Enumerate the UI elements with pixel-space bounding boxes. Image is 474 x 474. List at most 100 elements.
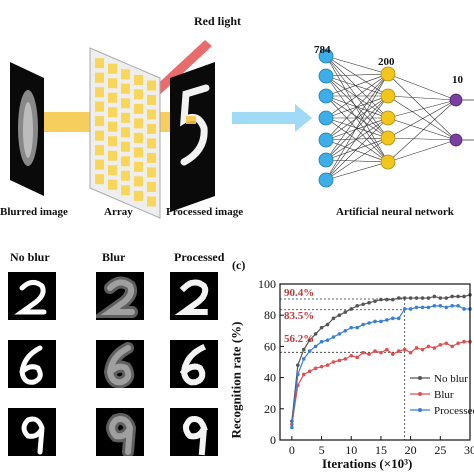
- array-cell: [108, 136, 117, 147]
- series-point-1: [319, 364, 324, 369]
- digit-stroke-svg: [103, 342, 135, 388]
- series-point-2: [337, 332, 342, 336]
- processed-image-panel: [170, 62, 215, 212]
- array-cell: [134, 89, 143, 100]
- array-cell: [108, 78, 117, 89]
- series-point-2: [426, 305, 431, 310]
- array-cell: [134, 161, 143, 172]
- series-point-0: [396, 296, 401, 300]
- ann-edge: [325, 73, 389, 97]
- array-cell: [108, 165, 117, 176]
- ann-input-node: [318, 68, 334, 84]
- digit-processed-9: [170, 408, 218, 456]
- series-point-1: [325, 363, 330, 367]
- series-point-1: [349, 353, 354, 358]
- series-point-2: [385, 318, 389, 322]
- ann-hidden-node: [380, 88, 396, 104]
- array-cells: [95, 58, 156, 207]
- series-point-0: [414, 296, 419, 300]
- series-point-1: [385, 347, 389, 352]
- series-point-1: [444, 341, 449, 346]
- array-cell: [108, 92, 117, 103]
- series-point-1: [343, 357, 348, 361]
- ann-edge: [325, 75, 389, 97]
- digit-stroke-svg: [19, 345, 43, 385]
- x-tick-label: 25: [434, 443, 446, 457]
- digit-no-blur-2: [8, 272, 56, 320]
- layer-size-input: 784: [314, 44, 331, 56]
- series-point-2: [456, 304, 460, 308]
- ann-edge: [387, 99, 457, 163]
- x-tick-label: 15: [375, 443, 387, 457]
- ann-input-node: [318, 172, 334, 188]
- ann-edge: [387, 99, 457, 119]
- ann-output-node: [449, 133, 463, 147]
- ann-edge: [325, 55, 389, 163]
- array-cell: [147, 123, 156, 134]
- ann-label: Artificial neural network: [336, 206, 454, 218]
- series-point-0: [355, 304, 359, 308]
- series-point-0: [385, 297, 389, 302]
- series-point-1: [396, 349, 401, 353]
- ann-edge: [325, 117, 389, 161]
- x-tick-label: 10: [345, 443, 357, 457]
- series-point-2: [408, 307, 413, 311]
- legend-label: No blur: [434, 373, 468, 385]
- y-tick-label: 40: [264, 371, 276, 385]
- series-point-1: [301, 372, 306, 377]
- series-point-1: [414, 346, 419, 350]
- series-point-2: [331, 335, 336, 339]
- series-point-0: [450, 294, 454, 299]
- legend-marker: [418, 392, 422, 396]
- axis-frame: [279, 283, 471, 441]
- ann-hidden-node: [380, 154, 396, 170]
- y-tick-label: 0: [270, 433, 276, 447]
- digit-stroke: [179, 343, 207, 386]
- ann-input-node: [318, 132, 334, 148]
- ann-edge: [325, 75, 389, 163]
- series-point-1: [367, 352, 371, 356]
- array-cell: [95, 58, 104, 69]
- series-point-1: [462, 339, 466, 344]
- flow-arrow: [232, 104, 312, 132]
- series-point-0: [456, 294, 460, 299]
- ann-input-node: [318, 88, 334, 104]
- ann-edge: [387, 139, 457, 163]
- series-point-0: [313, 332, 318, 336]
- series-point-1: [373, 349, 377, 353]
- array-cell: [121, 83, 130, 94]
- ann-edge: [325, 55, 389, 75]
- digit-processed-6: [170, 340, 218, 388]
- series-point-1: [337, 358, 342, 363]
- array-cell: [121, 127, 130, 138]
- x-tick-label: 0: [289, 443, 295, 457]
- series-point-2: [432, 304, 437, 308]
- series-point-1: [379, 350, 383, 355]
- ann-edge: [325, 95, 389, 181]
- y-tick-label: 20: [264, 402, 276, 416]
- series-point-0: [307, 338, 312, 342]
- red-light-label: Red light: [194, 14, 242, 28]
- array-cell: [121, 185, 130, 196]
- chart-ref-lines: [280, 298, 406, 440]
- chart-series: [290, 293, 472, 430]
- legend-label: Blur: [434, 389, 454, 401]
- ann-edge: [325, 55, 389, 97]
- array-cell: [121, 69, 130, 80]
- x-tick-label: 30: [464, 443, 474, 457]
- series-point-2: [420, 305, 425, 310]
- array-cell: [147, 80, 156, 91]
- series-point-2: [391, 316, 395, 321]
- series-point-1: [331, 360, 336, 364]
- series-point-1: [355, 355, 359, 360]
- series-point-1: [420, 347, 425, 352]
- ann-edge: [325, 55, 389, 119]
- series-point-0: [426, 296, 431, 300]
- array-cell: [134, 190, 143, 201]
- series-point-2: [450, 304, 454, 308]
- processed-image-label: Processed image: [166, 206, 244, 218]
- series-line-0: [291, 294, 471, 422]
- recognition-rate-chart: 0 5 10 15 20 25 30 0 20 40 60 80 100 No blur Blur Proc…: [258, 277, 474, 457]
- digit-stroke: [19, 345, 43, 385]
- legend-marker: [418, 408, 422, 412]
